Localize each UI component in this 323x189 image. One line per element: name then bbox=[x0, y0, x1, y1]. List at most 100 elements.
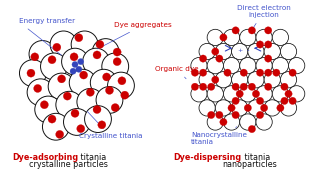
Circle shape bbox=[240, 114, 256, 130]
Text: Dye aggregates: Dye aggregates bbox=[98, 22, 172, 49]
Circle shape bbox=[118, 77, 126, 85]
Circle shape bbox=[40, 101, 48, 109]
Circle shape bbox=[48, 73, 75, 100]
Circle shape bbox=[215, 43, 232, 60]
Circle shape bbox=[199, 69, 207, 76]
Circle shape bbox=[93, 51, 101, 59]
Circle shape bbox=[56, 130, 64, 138]
Circle shape bbox=[199, 83, 207, 90]
Circle shape bbox=[111, 104, 119, 112]
Circle shape bbox=[70, 68, 76, 74]
Circle shape bbox=[208, 83, 215, 90]
Circle shape bbox=[57, 75, 66, 83]
Circle shape bbox=[31, 53, 39, 61]
Circle shape bbox=[236, 90, 243, 98]
Circle shape bbox=[272, 29, 288, 46]
Circle shape bbox=[105, 86, 113, 94]
Circle shape bbox=[90, 69, 117, 96]
Text: -: - bbox=[247, 47, 250, 53]
Circle shape bbox=[212, 76, 219, 83]
Circle shape bbox=[72, 61, 78, 68]
Circle shape bbox=[191, 83, 199, 90]
Circle shape bbox=[216, 55, 223, 62]
Circle shape bbox=[71, 109, 79, 117]
Circle shape bbox=[191, 57, 207, 74]
Circle shape bbox=[288, 57, 305, 74]
Circle shape bbox=[42, 113, 69, 140]
Text: Energy transfer: Energy transfer bbox=[18, 18, 75, 55]
Circle shape bbox=[34, 84, 42, 92]
Circle shape bbox=[56, 91, 83, 118]
Circle shape bbox=[256, 57, 272, 74]
Circle shape bbox=[50, 31, 77, 58]
Circle shape bbox=[288, 86, 305, 102]
Circle shape bbox=[256, 111, 264, 119]
Circle shape bbox=[83, 48, 109, 75]
Circle shape bbox=[27, 69, 35, 77]
Circle shape bbox=[35, 96, 62, 123]
Circle shape bbox=[252, 90, 260, 98]
Circle shape bbox=[70, 53, 78, 61]
Text: Direct electron
injection: Direct electron injection bbox=[237, 5, 290, 29]
Circle shape bbox=[224, 69, 231, 76]
Circle shape bbox=[240, 83, 247, 90]
Circle shape bbox=[96, 87, 123, 113]
Circle shape bbox=[232, 97, 239, 105]
Circle shape bbox=[256, 41, 264, 48]
Circle shape bbox=[63, 92, 71, 100]
Circle shape bbox=[289, 69, 296, 76]
Circle shape bbox=[79, 71, 88, 79]
Circle shape bbox=[86, 88, 94, 96]
Circle shape bbox=[265, 69, 272, 76]
Circle shape bbox=[256, 114, 272, 130]
Circle shape bbox=[232, 43, 248, 60]
Circle shape bbox=[224, 114, 240, 130]
Circle shape bbox=[248, 83, 255, 90]
Text: Dye-dispersing: Dye-dispersing bbox=[173, 153, 242, 162]
Circle shape bbox=[19, 60, 46, 87]
Text: titania: titania bbox=[242, 153, 270, 162]
Circle shape bbox=[113, 48, 121, 56]
Circle shape bbox=[248, 125, 255, 133]
Circle shape bbox=[113, 58, 121, 66]
Circle shape bbox=[240, 86, 256, 102]
Circle shape bbox=[93, 105, 101, 114]
Circle shape bbox=[232, 111, 239, 119]
Circle shape bbox=[212, 48, 219, 55]
Circle shape bbox=[256, 97, 264, 105]
Circle shape bbox=[224, 86, 240, 102]
Circle shape bbox=[256, 69, 264, 76]
Circle shape bbox=[77, 88, 104, 115]
Circle shape bbox=[240, 69, 247, 76]
Circle shape bbox=[232, 27, 239, 34]
Circle shape bbox=[48, 56, 56, 64]
Text: Nanocrystalline
titania: Nanocrystalline titania bbox=[191, 127, 247, 145]
Circle shape bbox=[264, 43, 280, 60]
Circle shape bbox=[280, 43, 297, 60]
Text: +: + bbox=[237, 48, 242, 53]
Text: Dye-adsorbing: Dye-adsorbing bbox=[12, 153, 78, 162]
Circle shape bbox=[48, 115, 56, 123]
Circle shape bbox=[248, 27, 255, 34]
Circle shape bbox=[207, 29, 224, 46]
Text: titania: titania bbox=[78, 153, 106, 162]
Circle shape bbox=[199, 55, 207, 62]
Circle shape bbox=[220, 34, 227, 41]
Circle shape bbox=[272, 57, 288, 74]
Circle shape bbox=[208, 111, 215, 119]
Circle shape bbox=[191, 86, 207, 102]
Circle shape bbox=[71, 31, 98, 58]
Circle shape bbox=[121, 91, 129, 99]
Circle shape bbox=[69, 69, 96, 96]
Circle shape bbox=[248, 72, 264, 88]
Circle shape bbox=[75, 34, 83, 42]
Circle shape bbox=[92, 39, 119, 65]
Circle shape bbox=[289, 97, 296, 105]
Circle shape bbox=[265, 55, 272, 62]
Circle shape bbox=[199, 100, 215, 116]
Circle shape bbox=[64, 108, 90, 135]
Circle shape bbox=[76, 66, 82, 72]
Circle shape bbox=[272, 86, 288, 102]
Circle shape bbox=[199, 43, 215, 60]
Circle shape bbox=[27, 79, 54, 106]
